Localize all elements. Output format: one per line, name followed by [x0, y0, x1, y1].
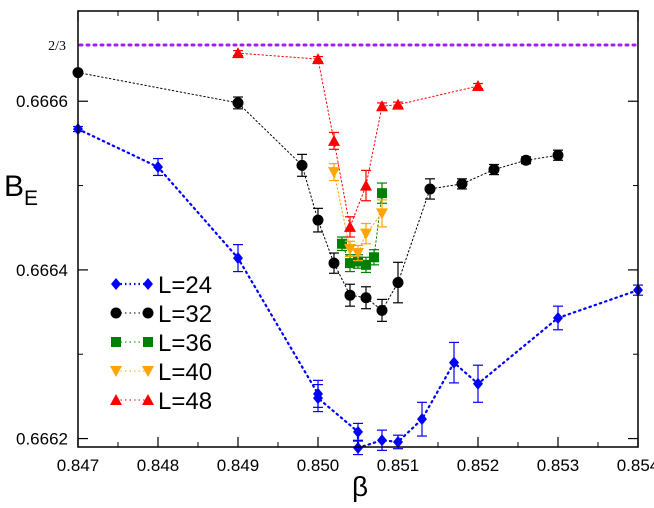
data-point: [360, 292, 372, 304]
data-point: [232, 47, 244, 59]
data-point: [360, 228, 372, 240]
data-point: [376, 100, 388, 112]
data-point: [472, 80, 484, 92]
data-point: [352, 248, 364, 260]
data-point: [312, 53, 324, 65]
data-point: [520, 154, 532, 166]
series-l24: [73, 123, 643, 456]
data-point: [552, 149, 564, 161]
series-line: [76, 127, 640, 450]
data-point: [376, 208, 388, 220]
data-point: [153, 161, 163, 174]
legend-entry: L=48: [110, 388, 212, 415]
legend-label: L=48: [158, 388, 212, 415]
series-l40: [328, 163, 388, 262]
legend-marker: [142, 394, 154, 405]
legend-marker: [110, 307, 122, 319]
data-point: [377, 188, 387, 199]
data-point: [369, 252, 379, 263]
x-tick-label: 0.851: [377, 456, 420, 475]
data-point: [360, 179, 372, 191]
legend-label: L=36: [158, 330, 212, 357]
legend-marker: [143, 337, 153, 347]
data-point: [337, 238, 347, 249]
legend-entry: L=32: [110, 301, 212, 328]
series-line: [333, 171, 383, 254]
series-l32: [72, 67, 564, 322]
series-l36: [337, 182, 387, 274]
data-point: [353, 425, 363, 438]
data-point: [392, 277, 404, 289]
data-point: [417, 413, 427, 426]
legend-entry: L=36: [111, 330, 212, 357]
legend-marker: [110, 394, 122, 405]
legend-entry: L=24: [111, 272, 212, 299]
x-tick-label: 0.850: [297, 456, 340, 475]
data-point: [328, 257, 340, 269]
legend-label: L=40: [158, 359, 212, 386]
y-axis-title-main: B: [4, 170, 24, 203]
x-tick-label: 0.853: [537, 456, 580, 475]
data-point: [312, 214, 324, 226]
data-point: [376, 304, 388, 316]
legend-marker: [142, 307, 154, 319]
x-tick-label: 0.849: [217, 456, 260, 475]
data-point: [424, 183, 436, 195]
data-point: [345, 258, 355, 269]
data-point: [353, 256, 363, 267]
data-point: [328, 134, 340, 146]
y-axis-title-subscript: E: [24, 187, 38, 210]
data-point: [344, 289, 356, 301]
data-point: [393, 435, 403, 448]
data-point: [233, 252, 243, 265]
data-point: [328, 167, 340, 179]
data-point: [361, 259, 371, 270]
data-point: [344, 220, 356, 232]
legend-entry: L=40: [110, 359, 212, 386]
legend-marker: [111, 278, 121, 290]
data-point: [392, 98, 404, 110]
legend-marker: [110, 366, 122, 377]
x-axis-title: β: [352, 471, 368, 502]
x-tick-label: 0.847: [57, 456, 100, 475]
x-tick-label: 0.848: [137, 456, 180, 475]
data-point: [377, 434, 387, 447]
data-point: [313, 392, 323, 405]
data-point: [232, 97, 244, 109]
data-point: [473, 377, 483, 390]
data-point: [456, 178, 468, 190]
reference-line-label: 2/3: [48, 39, 66, 54]
y-axis-title: BE: [4, 170, 38, 210]
series-line: [77, 72, 559, 312]
data-point: [553, 311, 563, 324]
series-layer: [72, 47, 643, 456]
x-tick-label: 0.852: [457, 456, 500, 475]
plot-frame: [77, 10, 639, 448]
data-point: [296, 159, 308, 171]
x-tick-label: 0.854: [617, 456, 654, 475]
data-point: [353, 441, 363, 454]
legend-label: L=24: [158, 272, 212, 299]
tick-labels: 0.847 0.848 0.849 0.850 0.851 0.852 0.853 0.854…: [16, 39, 654, 475]
series-l48: [232, 47, 484, 238]
y-tick-label: 0.6664: [16, 261, 68, 280]
legend-label: L=32: [158, 301, 212, 328]
y-tick-label: 0.6666: [16, 92, 68, 111]
legend-marker: [143, 278, 153, 290]
y-tick-label: 0.6662: [16, 430, 68, 449]
legend: L=24L=32L=36L=40L=48: [110, 272, 212, 415]
data-point: [449, 356, 459, 369]
data-point: [344, 243, 356, 255]
data-point: [488, 164, 500, 176]
legend-marker: [142, 366, 154, 377]
legend-marker: [111, 337, 121, 347]
